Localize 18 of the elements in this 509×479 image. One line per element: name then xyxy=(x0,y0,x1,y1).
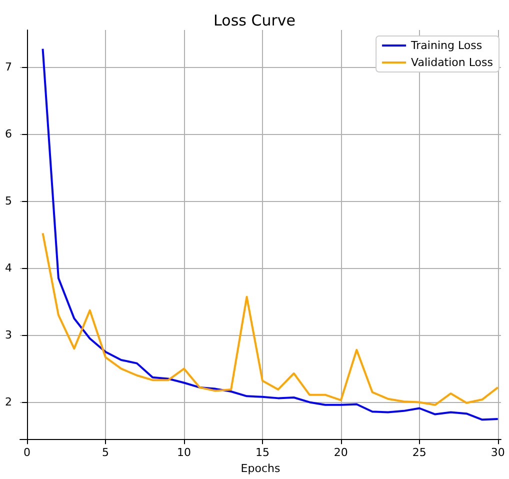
x-tick-label: 5 xyxy=(102,446,110,460)
y-tick-label: 5 xyxy=(5,194,12,208)
y-tick-label: 6 xyxy=(5,127,12,140)
legend-label: Training Loss xyxy=(410,39,482,52)
x-tick-label: 10 xyxy=(176,446,191,460)
line-series xyxy=(42,232,499,406)
x-axis-title: Epochs xyxy=(240,462,280,475)
x-tick-label: 20 xyxy=(334,446,348,460)
x-tick-label: 25 xyxy=(412,446,426,460)
y-tick-label: 4 xyxy=(5,262,12,275)
legend-label: Validation Loss xyxy=(411,56,494,69)
x-tick-label: 0 xyxy=(24,446,31,460)
chart-title: Loss Curve xyxy=(214,12,296,30)
y-tick-label: 7 xyxy=(5,60,12,74)
x-tick-label: 30 xyxy=(490,446,505,460)
y-tick-label: 3 xyxy=(5,328,12,342)
y-tick-label: 2 xyxy=(5,396,12,409)
x-tick-label: 15 xyxy=(255,446,270,460)
